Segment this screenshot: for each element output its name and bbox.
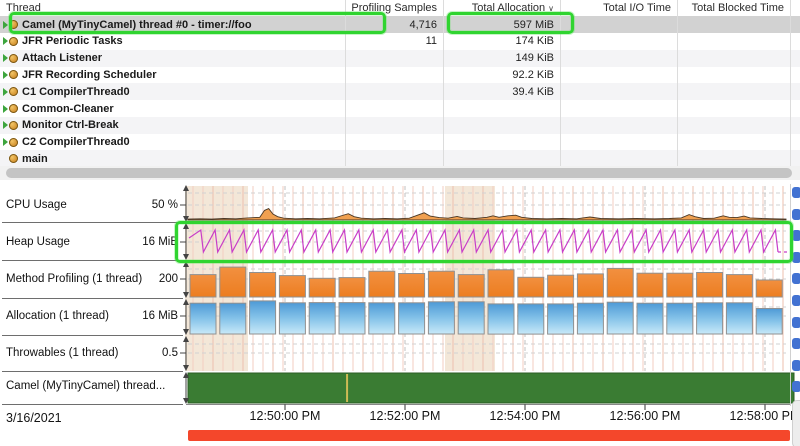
column-header-total-allocation-label: Total Allocation [471, 2, 546, 14]
expand-arrow-icon[interactable] [3, 138, 8, 147]
lane-axis-value: 200 [158, 273, 178, 285]
table-row[interactable]: C1 CompilerThread0 39.4 KiB [0, 83, 800, 101]
column-divider [677, 0, 678, 168]
scroll-marker-icon[interactable] [792, 316, 800, 328]
lane-divider [2, 298, 183, 299]
thread-icon [9, 120, 18, 130]
column-divider [443, 0, 444, 168]
lane-divider [2, 404, 183, 405]
lane-label: Allocation (1 thread) [6, 310, 109, 322]
table-row[interactable]: main [0, 150, 800, 168]
thread-name: C1 CompilerThread0 [22, 85, 130, 98]
table-horizontal-scrollbar[interactable] [0, 166, 800, 180]
table-scrollbar-thumb[interactable] [6, 168, 792, 178]
thread-icon [9, 154, 18, 164]
range-selector[interactable] [188, 430, 790, 441]
thread-icon [9, 70, 18, 80]
lane-divider [2, 222, 183, 223]
lane-label: Method Profiling (1 thread) [6, 273, 143, 285]
thread-icon [9, 87, 18, 97]
lane-axis-value: 0.5 [162, 347, 178, 359]
expand-arrow-icon[interactable] [3, 87, 8, 96]
lane-label: Throwables (1 thread) [6, 347, 119, 359]
column-divider [345, 0, 346, 168]
samples-cell: 4,716 [409, 18, 437, 31]
lane-label: CPU Usage [6, 199, 67, 211]
thread-name: Camel (MyTinyCamel) thread #0 - timer://… [22, 18, 252, 31]
expand-arrow-icon[interactable] [3, 54, 8, 63]
time-axis-label: 12:54:00 PM [489, 409, 561, 423]
column-header-thread[interactable]: Thread [6, 2, 41, 14]
lane-divider [2, 260, 183, 261]
column-divider [560, 0, 561, 168]
thread-icon [9, 104, 18, 113]
expand-arrow-icon[interactable] [3, 121, 8, 130]
column-divider [790, 0, 791, 168]
thread-icon [9, 137, 18, 147]
axis-date: 3/16/2021 [6, 411, 62, 425]
scroll-marker-icon[interactable] [792, 208, 800, 220]
thread-name: JFR Recording Scheduler [22, 68, 157, 81]
time-axis-label: 12:56:00 PM [609, 409, 681, 423]
thread-name: JFR Periodic Tasks [22, 35, 123, 48]
sort-descending-icon: ∨ [548, 4, 554, 13]
time-axis-label: 12:52:00 PM [369, 409, 441, 423]
panel-divider [790, 184, 791, 406]
table-row[interactable]: Common-Cleaner [0, 100, 800, 117]
table-row[interactable]: JFR Recording Scheduler 92.2 KiB [0, 66, 800, 83]
annotation-heap-lane-highlight [175, 221, 793, 263]
thread-icon [9, 36, 18, 46]
thread-icon [9, 53, 18, 63]
column-header-total-blocked-time[interactable]: Total Blocked Time [691, 2, 784, 14]
expand-arrow-icon[interactable] [3, 104, 8, 113]
scroll-marker-icon[interactable] [792, 359, 800, 371]
time-axis-label: 12:58:00 PM [729, 409, 800, 423]
lane-axis-value: 50 % [151, 199, 178, 211]
corner-scrollbar-stub[interactable] [792, 400, 800, 446]
lane-axis-value: 16 MiB [142, 310, 178, 322]
lane-axis-value: 16 MiB [142, 236, 178, 248]
thread-name: Monitor Ctrl-Break [22, 119, 119, 132]
thread-name: main [22, 152, 48, 165]
expand-arrow-icon[interactable] [3, 37, 8, 46]
allocation-cell: 39.4 KiB [512, 85, 554, 98]
scroll-marker-icon[interactable] [792, 381, 800, 393]
scroll-marker-icon[interactable] [792, 295, 800, 306]
lane-label: Heap Usage [6, 236, 70, 248]
column-header-total-io-time[interactable]: Total I/O Time [603, 2, 671, 14]
thread-icon [9, 20, 18, 29]
table-row[interactable]: Camel (MyTinyCamel) thread #0 - timer://… [0, 16, 800, 33]
thread-name: C2 CompilerThread0 [22, 136, 130, 149]
expand-arrow-icon[interactable] [3, 20, 8, 29]
threads-table-header: Thread Profiling Samples Total Allocatio… [0, 0, 800, 17]
expand-arrow-icon[interactable] [3, 70, 8, 79]
table-row[interactable]: JFR Periodic Tasks 11 174 KiB [0, 33, 800, 50]
scroll-marker-icon[interactable] [792, 251, 800, 263]
time-axis-label: 12:50:00 PM [249, 409, 321, 423]
thread-name: Attach Listener [22, 52, 103, 65]
thread-name: Common-Cleaner [22, 102, 114, 115]
scroll-marker-icon[interactable] [792, 338, 800, 350]
table-row[interactable]: Monitor Ctrl-Break [0, 116, 800, 134]
table-row[interactable]: Attach Listener 149 KiB [0, 49, 800, 67]
table-row[interactable]: C2 CompilerThread0 [0, 134, 800, 151]
column-header-profiling-samples[interactable]: Profiling Samples [351, 2, 437, 14]
allocation-cell: 597 MiB [513, 18, 554, 31]
lane-divider [2, 335, 183, 336]
allocation-cell: 92.2 KiB [512, 68, 554, 81]
threads-table: Thread Profiling Samples Total Allocatio… [0, 0, 800, 180]
lane-divider [2, 371, 183, 372]
lane-label: Camel (MyTinyCamel) thread... [6, 380, 166, 392]
scroll-marker-icon[interactable] [792, 273, 800, 285]
samples-cell: 11 [425, 35, 437, 48]
allocation-cell: 174 KiB [515, 35, 554, 48]
allocation-cell: 149 KiB [515, 52, 554, 65]
scroll-marker-icon[interactable] [792, 230, 800, 242]
column-header-total-allocation[interactable]: Total Allocation ∨ [443, 2, 560, 14]
scroll-marker-icon[interactable] [792, 187, 800, 198]
